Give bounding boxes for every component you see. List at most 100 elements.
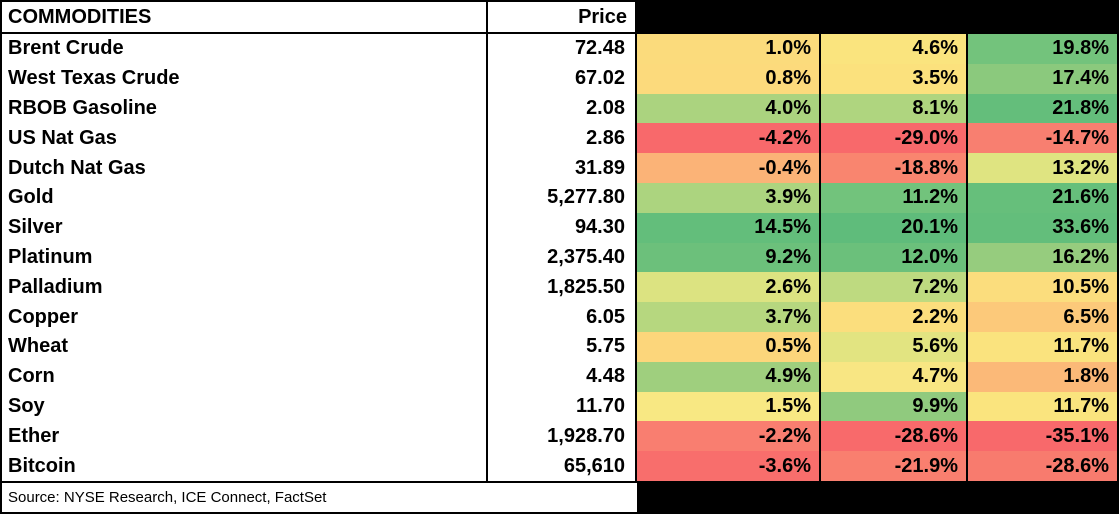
commodity-name-cell[interactable]: US Nat Gas bbox=[2, 123, 488, 154]
change-cell[interactable]: -28.6% bbox=[821, 421, 968, 452]
change-cell[interactable]: 2.2% bbox=[821, 302, 968, 332]
table-row: Dutch Nat Gas 31.89 -0.4% -18.8% 13.2% bbox=[2, 153, 1117, 183]
change-cell[interactable]: 3.5% bbox=[821, 63, 968, 94]
table-row: Copper 6.05 3.7% 2.2% 6.5% bbox=[2, 302, 1117, 332]
commodity-name-cell[interactable]: Ether bbox=[2, 421, 488, 452]
change-header-cell-1 bbox=[637, 2, 821, 32]
price-cell[interactable]: 2.08 bbox=[488, 93, 637, 124]
table-row: Platinum 2,375.40 9.2% 12.0% 16.2% bbox=[2, 242, 1117, 273]
price-cell[interactable]: 72.48 bbox=[488, 34, 637, 64]
price-cell[interactable]: 4.48 bbox=[488, 361, 637, 392]
table-row: Gold 5,277.80 3.9% 11.2% 21.6% bbox=[2, 182, 1117, 213]
price-cell[interactable]: 67.02 bbox=[488, 63, 637, 94]
change-cell[interactable]: 8.1% bbox=[821, 93, 968, 124]
change-cell[interactable]: 4.9% bbox=[637, 361, 821, 392]
commodity-name-cell[interactable]: Platinum bbox=[2, 242, 488, 273]
source-note: Source: NYSE Research, ICE Connect, Fact… bbox=[8, 489, 327, 506]
price-cell[interactable]: 31.89 bbox=[488, 153, 637, 183]
table-row: RBOB Gasoline 2.08 4.0% 8.1% 21.8% bbox=[2, 93, 1117, 124]
table-row: Silver 94.30 14.5% 20.1% 33.6% bbox=[2, 212, 1117, 243]
price-cell[interactable]: 2.86 bbox=[488, 123, 637, 154]
change-cell[interactable]: 14.5% bbox=[637, 212, 821, 243]
price-cell[interactable]: 5.75 bbox=[488, 331, 637, 362]
change-cell[interactable]: 4.6% bbox=[821, 34, 968, 64]
price-cell[interactable]: 5,277.80 bbox=[488, 182, 637, 213]
change-cell[interactable]: -2.2% bbox=[637, 421, 821, 452]
commodity-name-cell[interactable]: Corn bbox=[2, 361, 488, 392]
change-cell[interactable]: 1.5% bbox=[637, 391, 821, 422]
commodity-name-cell[interactable]: Silver bbox=[2, 212, 488, 243]
table-row: Ether 1,928.70 -2.2% -28.6% -35.1% bbox=[2, 421, 1117, 452]
change-header-cell-3 bbox=[968, 2, 1117, 32]
commodity-name-cell[interactable]: Dutch Nat Gas bbox=[2, 153, 488, 183]
change-cell[interactable]: 11.7% bbox=[968, 331, 1117, 362]
table-row: Wheat 5.75 0.5% 5.6% 11.7% bbox=[2, 331, 1117, 362]
price-cell[interactable]: 1,928.70 bbox=[488, 421, 637, 452]
change-cell[interactable]: -4.2% bbox=[637, 123, 821, 154]
price-cell[interactable]: 65,610 bbox=[488, 451, 637, 481]
change-cell[interactable]: 6.5% bbox=[968, 302, 1117, 332]
change-cell[interactable]: -35.1% bbox=[968, 421, 1117, 452]
change-cell[interactable]: 1.8% bbox=[968, 361, 1117, 392]
change-cell[interactable]: 17.4% bbox=[968, 63, 1117, 94]
change-header-cell-2 bbox=[821, 2, 968, 32]
change-cell[interactable]: 11.7% bbox=[968, 391, 1117, 422]
price-header-cell[interactable]: Price bbox=[488, 2, 637, 32]
change-cell[interactable]: 1.0% bbox=[637, 34, 821, 64]
change-cell[interactable]: 7.2% bbox=[821, 272, 968, 303]
change-cell[interactable]: 0.5% bbox=[637, 331, 821, 362]
table-row: Soy 11.70 1.5% 9.9% 11.7% bbox=[2, 391, 1117, 422]
commodity-name-cell[interactable]: Copper bbox=[2, 302, 488, 332]
change-cell[interactable]: 2.6% bbox=[637, 272, 821, 303]
commodity-name-cell[interactable]: Bitcoin bbox=[2, 451, 488, 481]
change-cell[interactable]: 3.9% bbox=[637, 182, 821, 213]
table-row: Palladium 1,825.50 2.6% 7.2% 10.5% bbox=[2, 272, 1117, 303]
commodities-header-cell[interactable]: COMMODITIES bbox=[2, 2, 488, 32]
table-row: US Nat Gas 2.86 -4.2% -29.0% -14.7% bbox=[2, 123, 1117, 154]
change-cell[interactable]: 9.9% bbox=[821, 391, 968, 422]
change-cell[interactable]: 9.2% bbox=[637, 242, 821, 273]
footer-filler-cell bbox=[637, 483, 1117, 512]
change-cell[interactable]: 10.5% bbox=[968, 272, 1117, 303]
change-cell[interactable]: -28.6% bbox=[968, 451, 1117, 481]
price-cell[interactable]: 1,825.50 bbox=[488, 272, 637, 303]
table-header-row: COMMODITIES Price bbox=[2, 2, 1117, 34]
commodity-name-cell[interactable]: Wheat bbox=[2, 331, 488, 362]
table-row: Bitcoin 65,610 -3.6% -21.9% -28.6% bbox=[2, 451, 1117, 481]
change-cell[interactable]: 4.0% bbox=[637, 93, 821, 124]
change-cell[interactable]: 12.0% bbox=[821, 242, 968, 273]
table-row: West Texas Crude 67.02 0.8% 3.5% 17.4% bbox=[2, 63, 1117, 94]
commodity-name-cell[interactable]: Palladium bbox=[2, 272, 488, 303]
change-cell[interactable]: 0.8% bbox=[637, 63, 821, 94]
change-cell[interactable]: -3.6% bbox=[637, 451, 821, 481]
price-cell[interactable]: 6.05 bbox=[488, 302, 637, 332]
change-cell[interactable]: 20.1% bbox=[821, 212, 968, 243]
change-cell[interactable]: -21.9% bbox=[821, 451, 968, 481]
change-cell[interactable]: 16.2% bbox=[968, 242, 1117, 273]
commodity-name-cell[interactable]: West Texas Crude bbox=[2, 63, 488, 94]
table-row: Corn 4.48 4.9% 4.7% 1.8% bbox=[2, 361, 1117, 392]
change-cell[interactable]: -18.8% bbox=[821, 153, 968, 183]
commodity-name-cell[interactable]: RBOB Gasoline bbox=[2, 93, 488, 124]
change-cell[interactable]: 21.6% bbox=[968, 182, 1117, 213]
change-cell[interactable]: -14.7% bbox=[968, 123, 1117, 154]
price-cell[interactable]: 2,375.40 bbox=[488, 242, 637, 273]
change-cell[interactable]: 3.7% bbox=[637, 302, 821, 332]
change-cell[interactable]: 21.8% bbox=[968, 93, 1117, 124]
change-cell[interactable]: 5.6% bbox=[821, 331, 968, 362]
commodity-name-cell[interactable]: Brent Crude bbox=[2, 34, 488, 64]
price-cell[interactable]: 11.70 bbox=[488, 391, 637, 422]
change-cell[interactable]: 19.8% bbox=[968, 34, 1117, 64]
change-cell[interactable]: 33.6% bbox=[968, 212, 1117, 243]
table-footer-row: Source: NYSE Research, ICE Connect, Fact… bbox=[2, 481, 1117, 512]
price-cell[interactable]: 94.30 bbox=[488, 212, 637, 243]
commodity-name-cell[interactable]: Gold bbox=[2, 182, 488, 213]
table-row: Brent Crude 72.48 1.0% 4.6% 19.8% bbox=[2, 34, 1117, 64]
change-cell[interactable]: -29.0% bbox=[821, 123, 968, 154]
change-cell[interactable]: -0.4% bbox=[637, 153, 821, 183]
change-cell[interactable]: 4.7% bbox=[821, 361, 968, 392]
change-cell[interactable]: 13.2% bbox=[968, 153, 1117, 183]
commodity-name-cell[interactable]: Soy bbox=[2, 391, 488, 422]
change-cell[interactable]: 11.2% bbox=[821, 182, 968, 213]
